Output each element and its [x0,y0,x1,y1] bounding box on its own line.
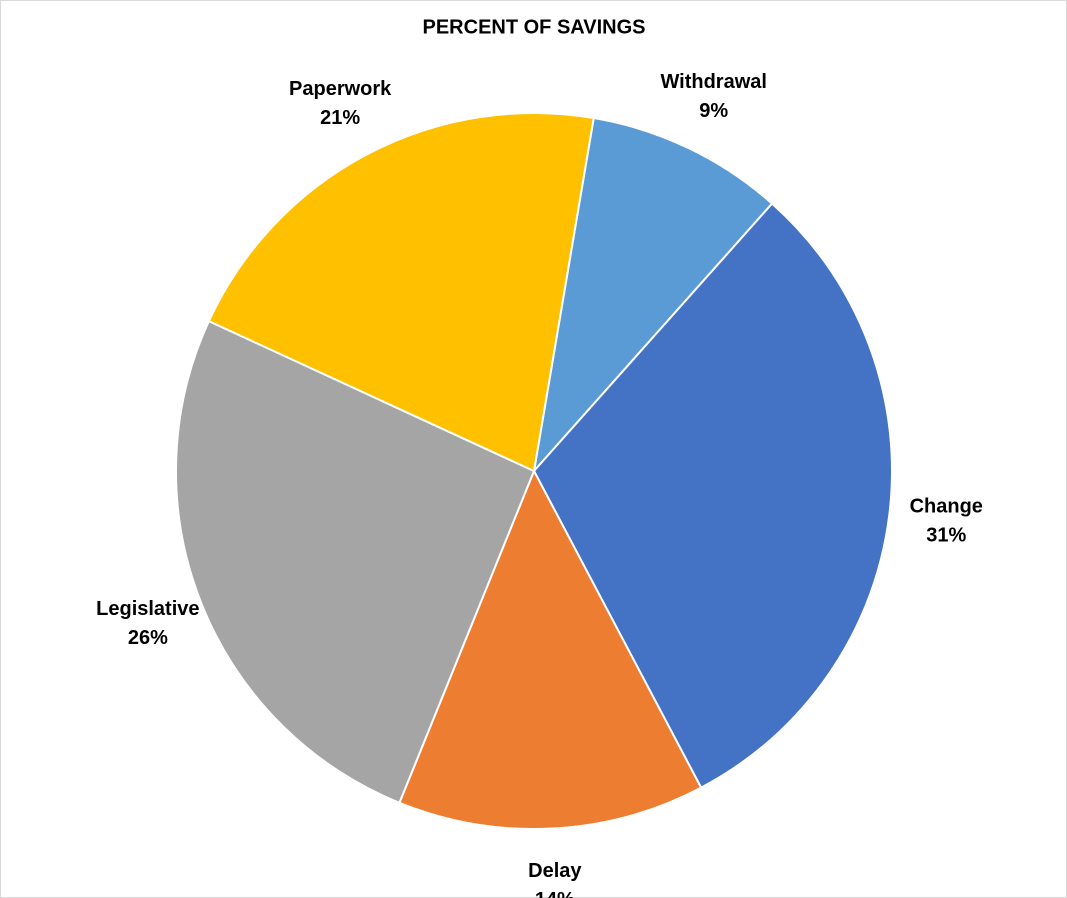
pie-slice [207,112,595,473]
slice-value-label: 14% [535,889,575,898]
chart-title: PERCENT OF SAVINGS [423,16,646,38]
slice-label: Legislative [96,598,199,620]
slice-value-label: 31% [926,524,966,546]
pie-slice [532,116,774,475]
pie-slice [175,319,536,805]
slice-label: Withdrawal [660,71,767,93]
slice-value-label: 21% [320,107,360,129]
slice-value-label: 26% [128,627,168,649]
slice-value-label: 9% [699,100,728,122]
slice-label: Change [910,495,983,517]
pie-slice [532,202,893,789]
slice-label: Delay [528,860,582,882]
pie-slice [398,468,703,830]
slice-label: Paperwork [289,78,392,100]
